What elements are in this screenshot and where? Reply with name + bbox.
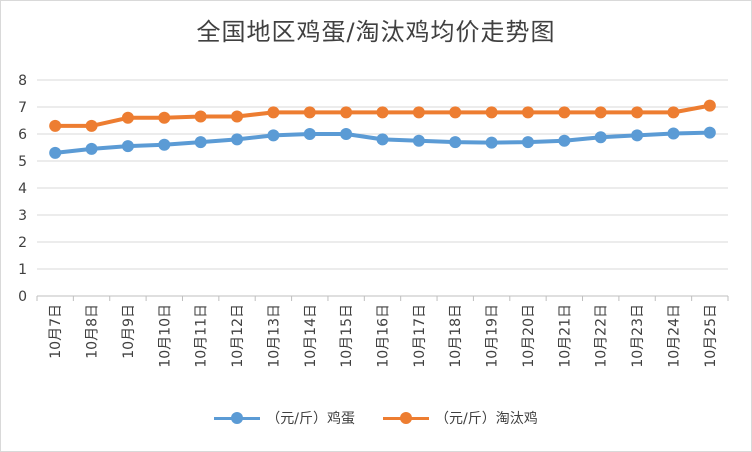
data-point <box>449 106 462 119</box>
legend: （元/斤）鸡蛋 （元/斤）淘汰鸡 <box>0 408 752 428</box>
series-lines <box>49 99 716 159</box>
data-point <box>340 106 353 119</box>
x-tick-label: 10月18日 <box>448 304 464 368</box>
data-point <box>412 134 425 147</box>
legend-label-culled-hen: （元/斤）淘汰鸡 <box>435 411 538 427</box>
data-point <box>303 106 316 119</box>
legend-swatch-egg <box>214 411 261 425</box>
data-point <box>558 106 571 119</box>
x-tick-label: 10月9日 <box>121 304 137 359</box>
data-point <box>703 126 716 139</box>
legend-label-egg: （元/斤）鸡蛋 <box>266 411 355 427</box>
x-tick-label: 10月25日 <box>703 304 719 368</box>
data-point <box>485 106 498 119</box>
data-point <box>121 111 134 124</box>
x-tick-label: 10月7日 <box>48 304 64 359</box>
data-point <box>521 106 534 119</box>
data-point <box>521 136 534 149</box>
data-point <box>558 134 571 147</box>
data-point <box>49 119 62 132</box>
x-tick-label: 10月24日 <box>666 304 682 368</box>
data-point <box>667 127 680 140</box>
x-tick-label: 10月17日 <box>412 304 428 368</box>
x-tick-label: 10月22日 <box>594 304 610 368</box>
y-tick-label: 6 <box>18 127 27 143</box>
x-tick-label: 10月19日 <box>485 304 501 368</box>
y-tick-label: 8 <box>18 73 27 89</box>
y-tick-label: 2 <box>18 235 27 251</box>
data-point <box>703 99 716 112</box>
data-point <box>667 106 680 119</box>
data-point <box>594 106 607 119</box>
chart-title: 全国地区鸡蛋/淘汰鸡均价走势图 <box>196 18 556 46</box>
data-point <box>631 129 644 142</box>
data-point <box>412 106 425 119</box>
data-point <box>631 106 644 119</box>
x-tick-label: 10月12日 <box>230 304 246 368</box>
data-point <box>303 128 316 140</box>
x-tick-label: 10月20日 <box>521 304 537 368</box>
x-tick-label: 10月11日 <box>194 304 210 368</box>
data-point <box>85 119 98 132</box>
data-point <box>158 138 171 151</box>
x-tick-label: 10月23日 <box>630 304 646 368</box>
y-tick-label: 7 <box>18 100 27 116</box>
data-point <box>485 136 498 149</box>
data-point <box>194 110 207 123</box>
data-point <box>85 142 98 155</box>
data-point <box>194 136 207 149</box>
data-point <box>231 133 244 146</box>
data-point <box>376 133 389 146</box>
x-tick-label: 10月21日 <box>557 304 573 368</box>
x-tick-label: 10月14日 <box>303 304 319 368</box>
data-point <box>449 136 462 149</box>
y-tick-label: 0 <box>18 289 27 305</box>
data-point <box>121 140 134 153</box>
x-axis-ticks: 10月7日 10月8日 10月9日 10月10日 10月11日 10月12日 10月13日 1… <box>36 296 729 368</box>
data-point <box>267 129 280 142</box>
data-point <box>158 111 171 124</box>
data-point <box>594 131 607 144</box>
legend-item-egg: （元/斤）鸡蛋 <box>214 408 355 428</box>
y-tick-label: 5 <box>18 154 27 170</box>
y-tick-label: 3 <box>18 208 27 224</box>
data-point <box>267 106 280 119</box>
data-point <box>340 128 353 140</box>
legend-item-culled-hen: （元/斤）淘汰鸡 <box>383 408 538 428</box>
data-point <box>376 106 389 119</box>
data-point <box>49 146 62 159</box>
y-axis-ticks: 0 1 2 3 4 5 6 7 8 <box>18 73 27 305</box>
y-tick-label: 4 <box>18 181 27 197</box>
x-tick-label: 10月13日 <box>266 304 282 368</box>
x-tick-label: 10月15日 <box>339 304 355 368</box>
y-tick-label: 1 <box>18 262 27 278</box>
x-tick-label: 10月10日 <box>157 304 173 368</box>
x-tick-label: 10月8日 <box>85 304 101 359</box>
legend-swatch-culled-hen <box>383 411 429 425</box>
data-point <box>231 110 244 123</box>
x-tick-label: 10月16日 <box>376 304 392 368</box>
